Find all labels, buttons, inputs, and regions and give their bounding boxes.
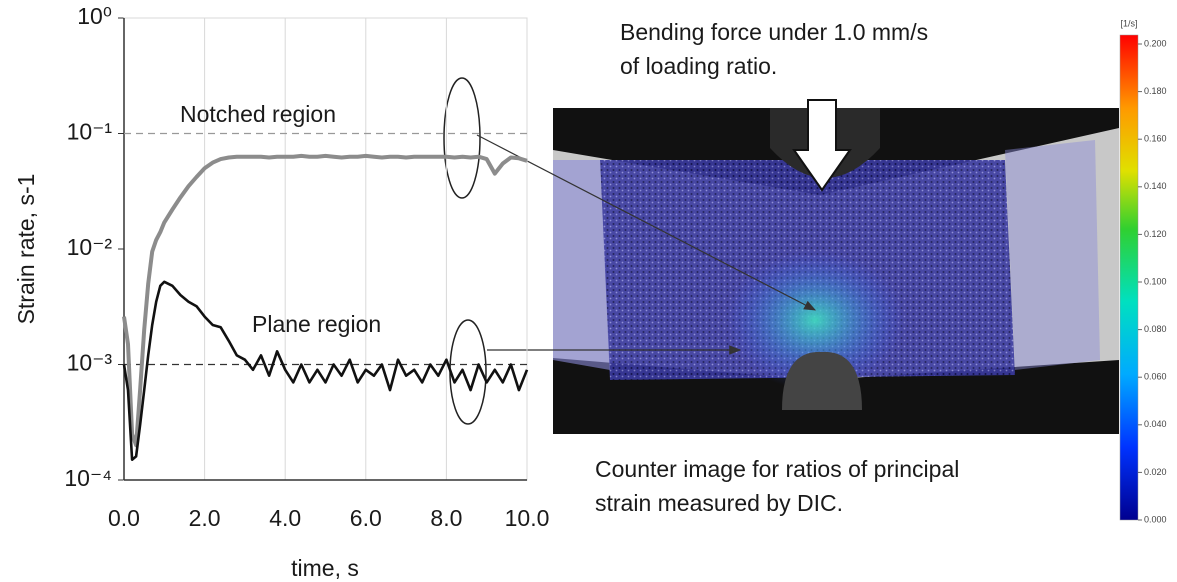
series-label: Plane region bbox=[252, 311, 381, 337]
series-line bbox=[122, 280, 529, 461]
colorbar-tick-label: 0.000 bbox=[1144, 514, 1167, 524]
y-axis-label: Strain rate, s-1 bbox=[13, 174, 39, 325]
y-tick-label: 10⁻⁴ bbox=[64, 465, 112, 491]
x-axis-label: time, s bbox=[291, 555, 359, 581]
y-tick-label: 10⁰ bbox=[77, 3, 112, 29]
colorbar bbox=[1119, 34, 1139, 521]
plot-frame bbox=[123, 17, 528, 481]
x-tick-label: 0.0 bbox=[108, 505, 140, 531]
y-tick-label: 10⁻³ bbox=[67, 350, 113, 376]
colorbar-label: [1/s] bbox=[1120, 18, 1137, 28]
x-tick-label: 2.0 bbox=[189, 505, 221, 531]
colorbar-tick-label: 0.160 bbox=[1144, 134, 1167, 144]
colorbar-tick-label: 0.080 bbox=[1144, 324, 1167, 334]
dic-image bbox=[553, 99, 1119, 434]
caption-top: Bending force under 1.0 mm/s bbox=[620, 19, 928, 45]
series-label: Notched region bbox=[180, 101, 336, 127]
x-tick-label: 10.0 bbox=[505, 505, 550, 531]
x-tick-label: 8.0 bbox=[430, 505, 462, 531]
colorbar-tick-label: 0.140 bbox=[1144, 181, 1167, 191]
colorbar-tick-label: 0.200 bbox=[1144, 38, 1167, 48]
series-line bbox=[122, 153, 528, 448]
colorbar-tick-label: 0.020 bbox=[1144, 467, 1167, 477]
y-tick-label: 10⁻¹ bbox=[67, 119, 113, 145]
caption-bottom: strain measured by DIC. bbox=[595, 490, 843, 516]
y-tick-label: 10⁻² bbox=[67, 234, 113, 260]
colorbar-tick-label: 0.180 bbox=[1144, 86, 1167, 96]
colorbar-tick-label: 0.060 bbox=[1144, 372, 1167, 382]
colorbar-tick-label: 0.100 bbox=[1144, 276, 1167, 286]
x-tick-label: 4.0 bbox=[269, 505, 301, 531]
colorbar-tick-label: 0.040 bbox=[1144, 419, 1167, 429]
x-tick-label: 6.0 bbox=[350, 505, 382, 531]
caption-top: of loading ratio. bbox=[620, 53, 777, 79]
colorbar-tick-label: 0.120 bbox=[1144, 229, 1167, 239]
notched-ellipse bbox=[443, 77, 481, 199]
arrow bbox=[476, 134, 817, 311]
caption-bottom: Counter image for ratios of principal bbox=[595, 456, 959, 482]
